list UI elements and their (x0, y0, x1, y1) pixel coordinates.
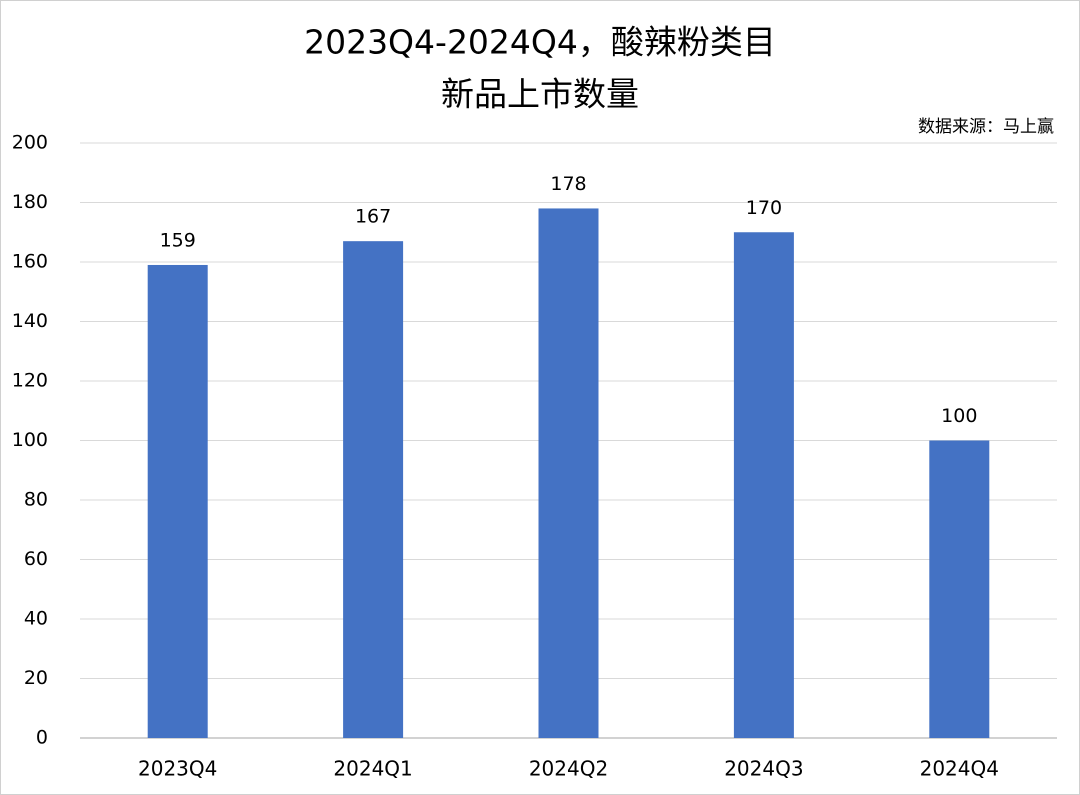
data-label: 167 (355, 206, 391, 228)
bar (929, 440, 990, 738)
y-tick-label: 160 (12, 251, 48, 273)
bar (147, 264, 208, 738)
y-tick-label: 180 (12, 191, 48, 213)
bar (343, 241, 404, 739)
data-label: 178 (550, 173, 586, 195)
bar (538, 208, 599, 738)
chart-title: 新品上市数量 (441, 75, 639, 114)
y-tick-label: 0 (36, 727, 48, 749)
source-note: 数据来源：马上赢 (918, 117, 1054, 137)
bar (733, 232, 794, 738)
y-tick-label: 40 (24, 608, 48, 630)
y-tick-label: 140 (12, 310, 48, 332)
chart-title: 2023Q4-2024Q4，酸辣粉类目 (304, 23, 776, 62)
data-label: 100 (941, 405, 977, 427)
x-tick-label: 2024Q1 (333, 757, 412, 781)
data-label: 159 (160, 229, 196, 251)
y-tick-label: 120 (12, 370, 48, 392)
x-tick-label: 2024Q3 (724, 757, 803, 781)
y-tick-label: 20 (24, 667, 48, 689)
y-tick-label: 100 (12, 429, 48, 451)
y-tick-label: 80 (24, 489, 48, 511)
data-label: 170 (746, 197, 782, 219)
x-tick-label: 2024Q4 (920, 757, 999, 781)
x-tick-label: 2024Q2 (529, 757, 608, 781)
y-tick-label: 200 (12, 132, 48, 154)
x-tick-label: 2023Q4 (138, 757, 217, 781)
y-tick-label: 60 (24, 548, 48, 570)
